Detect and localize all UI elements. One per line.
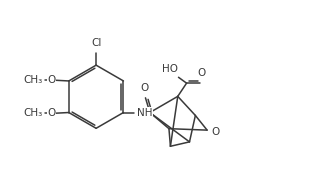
- Text: O: O: [197, 69, 205, 79]
- Text: O: O: [47, 108, 55, 118]
- Text: O: O: [141, 83, 149, 93]
- Text: CH₃: CH₃: [23, 75, 42, 85]
- Text: HO: HO: [162, 64, 178, 74]
- Text: CH₃: CH₃: [23, 108, 42, 118]
- Text: Cl: Cl: [92, 38, 102, 48]
- Text: O: O: [211, 127, 220, 137]
- Text: O: O: [47, 75, 55, 85]
- Text: NH: NH: [137, 108, 152, 118]
